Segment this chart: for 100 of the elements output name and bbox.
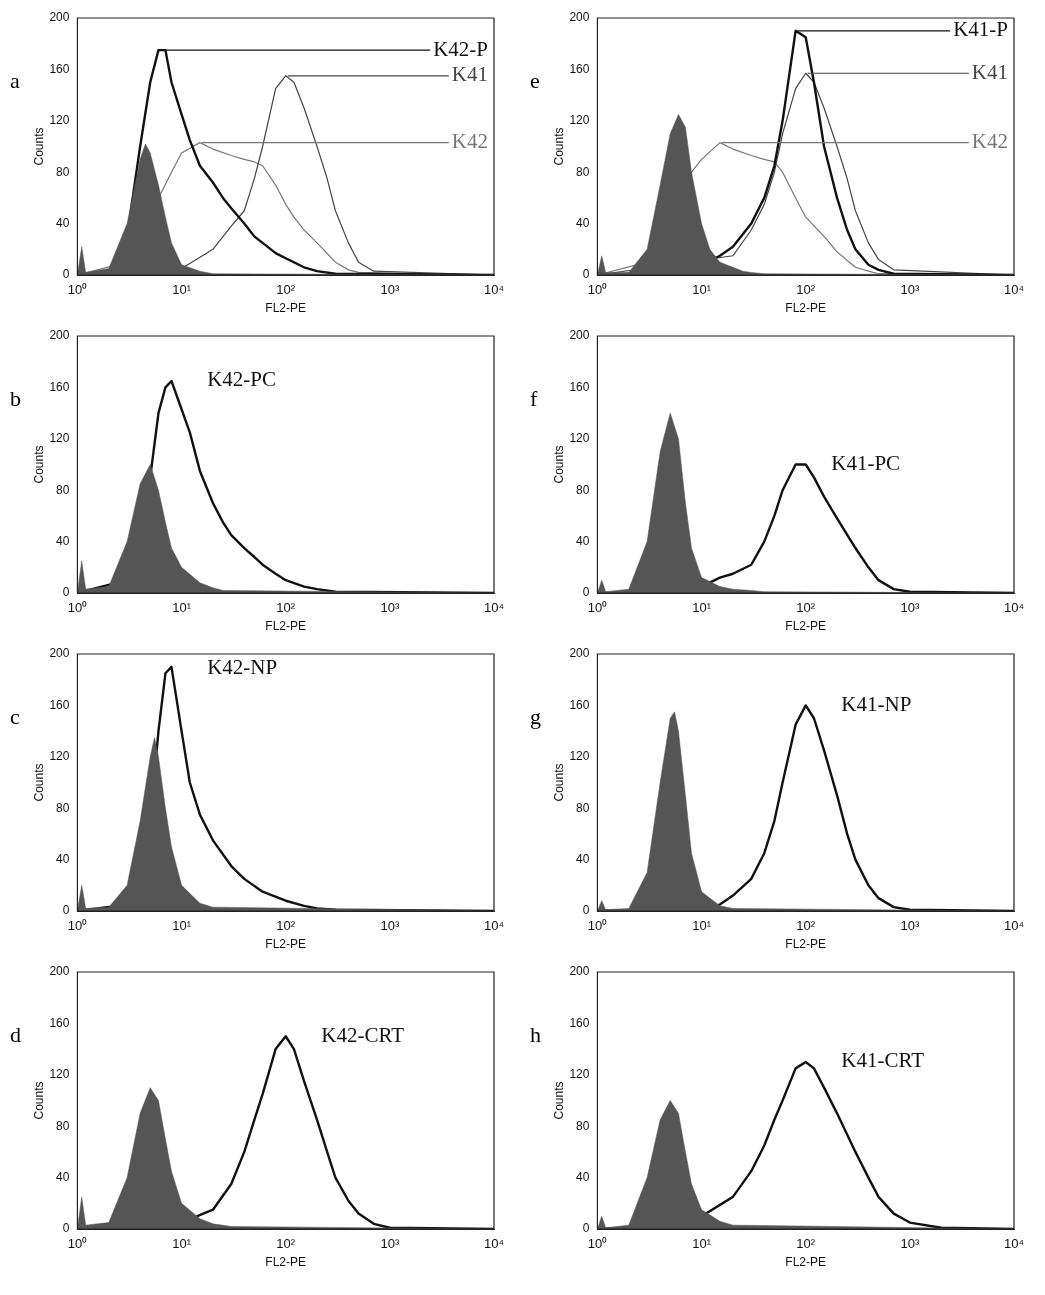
x-tick-label: 10⁴: [1003, 282, 1025, 298]
text: K41-P: [953, 17, 1009, 42]
x-tick-label: 10⁴: [483, 282, 505, 298]
y-axis-title: Counts: [31, 127, 46, 166]
y-tick-label: 160: [49, 1015, 70, 1030]
y-tick-label: 40: [576, 851, 590, 866]
series-label: K42-NP: [207, 654, 278, 679]
y-tick-label: 0: [62, 267, 70, 282]
y-tick-label: 200: [49, 964, 70, 979]
x-tick-label: 10⁰: [587, 918, 608, 934]
y-tick-label: 120: [569, 1067, 590, 1082]
x-tick-label: 10³: [900, 918, 920, 934]
x-tick-label: 10²: [796, 1236, 816, 1252]
y-tick-label: 40: [576, 215, 590, 230]
y-tick-label: 160: [569, 697, 590, 712]
x-axis-title: FL2-PE: [265, 301, 307, 316]
x-tick-label: 10⁰: [67, 918, 88, 934]
text: f: [530, 386, 538, 412]
y-tick-label: 40: [56, 1169, 70, 1184]
x-tick-label: 10⁰: [67, 600, 88, 616]
x-axis-title: FL2-PE: [265, 937, 307, 952]
series-label: K41-NP: [841, 691, 912, 716]
y-tick-label: 200: [49, 646, 70, 661]
y-tick-label: 40: [576, 1169, 590, 1184]
x-tick-label: 10⁴: [1003, 600, 1025, 616]
text: d: [10, 1022, 21, 1048]
y-tick-label: 200: [569, 328, 590, 343]
y-tick-label: 80: [56, 800, 70, 815]
text: K42: [451, 129, 489, 154]
series-label: K41-PC: [831, 451, 901, 476]
y-tick-label: 80: [576, 482, 590, 497]
y-tick-label: 40: [56, 215, 70, 230]
y-tick-label: 160: [569, 1015, 590, 1030]
y-tick-label: 200: [569, 10, 590, 25]
y-tick-label: 200: [569, 964, 590, 979]
x-tick-label: 10²: [796, 282, 816, 298]
text: h: [530, 1022, 541, 1048]
x-tick-label: 10⁴: [483, 600, 505, 616]
series-label: K42-PC: [207, 367, 276, 392]
y-tick-label: 80: [576, 800, 590, 815]
y-axis-title: Counts: [551, 127, 566, 166]
y-tick-label: 160: [49, 379, 70, 394]
x-tick-label: 10⁰: [587, 600, 608, 616]
text: c: [10, 704, 20, 730]
x-tick-label: 10¹: [172, 282, 192, 298]
x-axis-title: FL2-PE: [785, 301, 827, 316]
series-label: K42-CRT: [321, 1022, 405, 1047]
x-tick-label: 10⁴: [1003, 918, 1025, 934]
x-tick-label: 10³: [380, 600, 400, 616]
x-axis-title: FL2-PE: [785, 619, 827, 634]
y-tick-label: 120: [49, 1067, 70, 1082]
x-tick-label: 10³: [380, 1236, 400, 1252]
y-axis-title: Counts: [31, 763, 46, 802]
y-tick-label: 80: [56, 1118, 70, 1133]
x-tick-label: 10²: [276, 600, 296, 616]
y-tick-label: 0: [62, 585, 70, 600]
x-tick-label: 10¹: [692, 282, 712, 298]
y-tick-label: 120: [569, 113, 590, 128]
x-tick-label: 10²: [276, 282, 296, 298]
y-axis-title: Counts: [551, 763, 566, 802]
x-axis-title: FL2-PE: [265, 619, 307, 634]
y-tick-label: 160: [569, 379, 590, 394]
x-axis-title: FL2-PE: [785, 1255, 827, 1270]
y-tick-label: 200: [49, 10, 70, 25]
x-tick-label: 10⁰: [587, 1236, 608, 1252]
y-tick-label: 120: [49, 431, 70, 446]
y-axis-title: Counts: [31, 1081, 46, 1120]
y-tick-label: 80: [56, 482, 70, 497]
x-tick-label: 10¹: [172, 918, 192, 934]
x-tick-label: 10⁴: [1003, 1236, 1025, 1252]
y-tick-label: 200: [569, 646, 590, 661]
x-tick-label: 10⁰: [587, 282, 608, 298]
y-tick-label: 120: [49, 749, 70, 764]
y-axis-title: Counts: [551, 1081, 566, 1120]
y-tick-label: 120: [569, 431, 590, 446]
x-tick-label: 10¹: [692, 1236, 712, 1252]
x-tick-label: 10³: [900, 600, 920, 616]
y-tick-label: 0: [582, 585, 590, 600]
x-axis-title: FL2-PE: [785, 937, 827, 952]
y-tick-label: 80: [56, 164, 70, 179]
x-tick-label: 10³: [900, 282, 920, 298]
x-tick-label: 10⁴: [483, 1236, 505, 1252]
text: K42: [971, 129, 1009, 154]
text: b: [10, 386, 21, 412]
text: a: [10, 68, 20, 94]
y-tick-label: 160: [49, 61, 70, 76]
y-tick-label: 0: [582, 903, 590, 918]
x-tick-label: 10³: [900, 1236, 920, 1252]
y-tick-label: 160: [49, 697, 70, 712]
y-axis-title: Counts: [31, 445, 46, 484]
y-tick-label: 0: [62, 903, 70, 918]
x-tick-label: 10¹: [692, 918, 712, 934]
y-tick-label: 40: [56, 533, 70, 548]
x-tick-label: 10²: [796, 918, 816, 934]
y-tick-label: 0: [582, 1221, 590, 1236]
y-tick-label: 0: [582, 267, 590, 282]
x-tick-label: 10¹: [692, 600, 712, 616]
text: K42-P: [433, 36, 489, 61]
text: e: [530, 68, 540, 94]
x-tick-label: 10⁰: [67, 282, 88, 298]
